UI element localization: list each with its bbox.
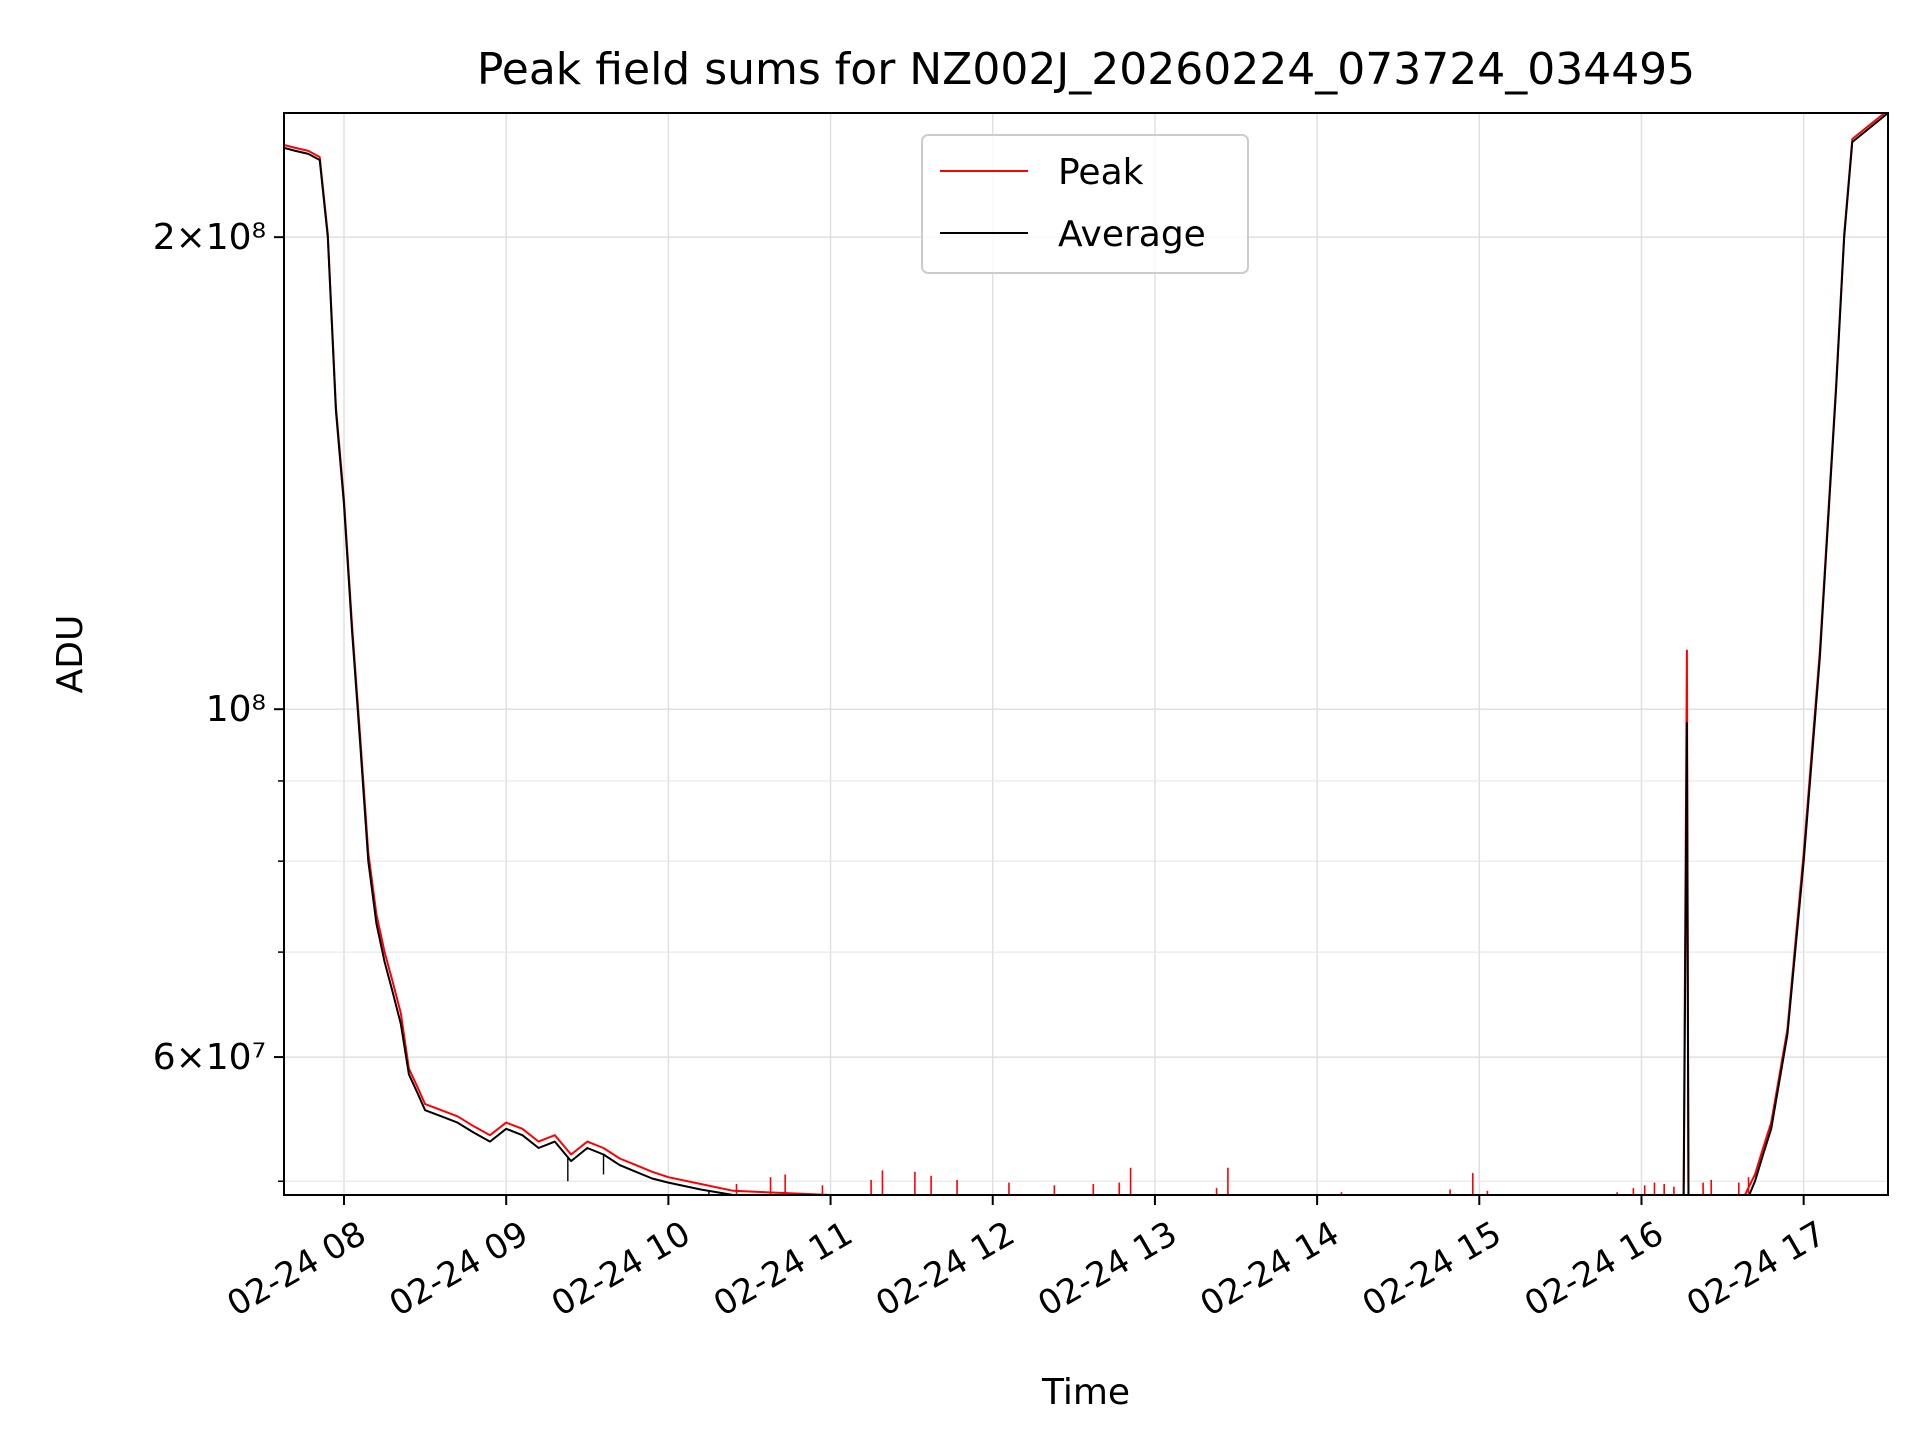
series-layer bbox=[284, 113, 1888, 1195]
chart-title: Peak field sums for NZ002J_20260224_0737… bbox=[477, 44, 1695, 95]
series-line-peak bbox=[284, 113, 1887, 1195]
legend-average-label: Average bbox=[1058, 214, 1206, 255]
legend: Peak Average bbox=[921, 134, 1249, 274]
x-axis-label: Time bbox=[1041, 1372, 1130, 1413]
series-line-average bbox=[284, 113, 1888, 1195]
legend-box bbox=[921, 134, 1249, 274]
legend-peak-label: Peak bbox=[1058, 152, 1144, 193]
y-tick-label: 10⁸ bbox=[206, 689, 266, 730]
plot-frame bbox=[283, 112, 1889, 1196]
y-tick-label: 2×10⁸ bbox=[153, 217, 266, 258]
y-tick-label: 6×10⁷ bbox=[153, 1037, 266, 1078]
grid bbox=[284, 113, 1888, 1195]
y-axis-label: ADU bbox=[50, 615, 91, 694]
